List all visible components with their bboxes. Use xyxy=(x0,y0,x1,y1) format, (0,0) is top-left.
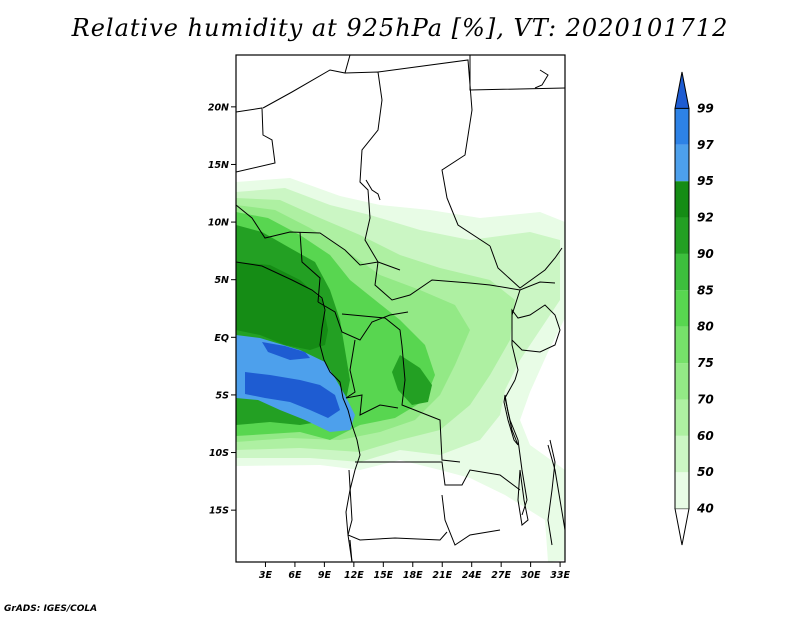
colorbar-segment xyxy=(675,435,689,473)
humidity-zone-99b xyxy=(245,372,340,418)
humidity-zone-95 xyxy=(236,262,328,350)
lon-tick-label: 3E xyxy=(259,570,273,581)
lon-tick-label: 12E xyxy=(344,570,364,581)
colorbar-segment xyxy=(675,217,689,254)
colorbar-label: 60 xyxy=(697,429,714,443)
credit-label: GrADS: IGES/COLA xyxy=(4,604,98,614)
colorbar-segment xyxy=(675,290,689,327)
lon-tick-label: 18E xyxy=(403,570,423,581)
colorbar-label: 85 xyxy=(697,283,714,297)
lon-tick-label: 24E xyxy=(462,570,482,581)
humidity-zone-99a xyxy=(262,342,310,360)
lon-tick-label: 27E xyxy=(491,570,511,581)
lat-tick-label: 15N xyxy=(208,160,229,171)
lon-tick-label: 30E xyxy=(521,570,541,581)
colorbar-label: 50 xyxy=(697,465,714,479)
colorbar-segment xyxy=(675,363,689,400)
colorbar-segment xyxy=(674,508,690,546)
lon-tick-label: 33E xyxy=(550,570,570,581)
colorbar-label: 97 xyxy=(697,138,714,152)
colorbar: 40 50 60 70 75 80 85 90 92 95 97 99 xyxy=(674,71,714,546)
lon-tick-label: 6E xyxy=(288,570,302,581)
colorbar-segment xyxy=(674,71,690,109)
colorbar-label: 80 xyxy=(697,320,714,334)
lat-tick-label: 20N xyxy=(208,102,229,113)
colorbar-label: 90 xyxy=(697,247,714,261)
lat-tick-label: 5N xyxy=(214,275,229,286)
colorbar-segment xyxy=(675,108,689,145)
lat-tick-label: 10S xyxy=(209,448,229,459)
map-frame xyxy=(235,54,566,563)
colorbar-label: 92 xyxy=(697,211,714,225)
coastline xyxy=(236,69,565,562)
lon-tick-label: 21E xyxy=(432,570,452,581)
colorbar-label: 40 xyxy=(696,502,714,516)
humidity-field xyxy=(236,178,565,562)
lat-tick-label: 5S xyxy=(216,390,230,401)
colorbar-label: 95 xyxy=(697,174,714,188)
chart-title: Relative humidity at 925hPa [%], VT: 202… xyxy=(71,14,729,42)
longitude-axis: 3E 6E 9E 12E 15E 18E 21E 24E 27E 30E 33E xyxy=(259,562,570,581)
country-borders xyxy=(236,55,565,562)
lon-tick-label: 9E xyxy=(318,570,332,581)
colorbar-label: 99 xyxy=(697,101,714,115)
latitude-axis: 20N 15N 10N 5N EQ 5S 10S 15S xyxy=(208,102,236,517)
colorbar-segment xyxy=(675,326,689,364)
colorbar-segment xyxy=(675,144,689,182)
lat-tick-label: 10N xyxy=(208,218,229,229)
lat-tick-label: EQ xyxy=(214,333,229,344)
humidity-zone-90-east xyxy=(392,355,432,405)
colorbar-segment xyxy=(675,253,689,291)
colorbar-segment xyxy=(675,181,689,218)
lon-tick-label: 15E xyxy=(373,570,393,581)
colorbar-segment xyxy=(675,472,689,509)
colorbar-label: 75 xyxy=(697,356,714,370)
lat-tick-label: 15S xyxy=(209,506,229,517)
colorbar-segment xyxy=(675,399,689,436)
colorbar-label: 70 xyxy=(697,392,714,406)
